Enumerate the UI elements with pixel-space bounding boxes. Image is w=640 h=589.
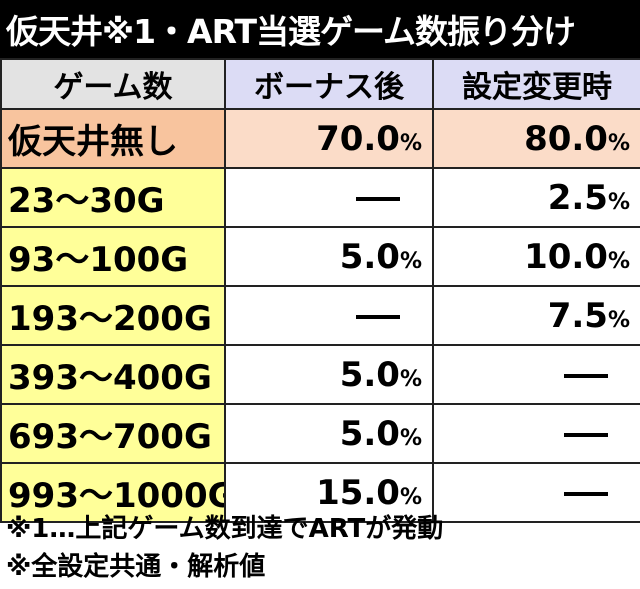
bonus-after-value: 5.0% (224, 403, 434, 464)
table-row: 993～1000G 15.0% (0, 462, 640, 523)
setting-change-value: 10.0% (432, 226, 640, 287)
table-row: 693～700G 5.0% (0, 403, 640, 464)
percent-value: 70.0 (316, 118, 400, 159)
percent-sign: % (607, 248, 630, 274)
setting-change-value: 80.0% (432, 108, 640, 169)
row-label: 23～30G (0, 167, 226, 228)
header-bonus-after: ボーナス後 (224, 58, 434, 110)
table-header-row: ゲーム数 ボーナス後 設定変更時 (0, 58, 640, 110)
percent-sign: % (399, 425, 422, 451)
footnotes: ※1…上記ゲーム数到達でARTが発動 ※全設定共通・解析値 (6, 510, 634, 586)
percent-value: 15.0 (316, 472, 400, 513)
percent-sign: % (399, 484, 422, 510)
percent-value: 5.0 (339, 413, 400, 454)
percent-value: 10.0 (524, 236, 608, 277)
table-row: 23～30G 2.5% (0, 167, 640, 228)
header-game-count: ゲーム数 (0, 58, 226, 110)
page-title: 仮天井※1・ART当選ゲーム数振り分け (0, 0, 640, 58)
percent-sign: % (399, 366, 422, 392)
no-value-dash (356, 197, 400, 201)
row-label: 993～1000G (0, 462, 226, 523)
table-row: 193～200G 7.5% (0, 285, 640, 346)
percent-sign: % (399, 248, 422, 274)
row-label: 393～400G (0, 344, 226, 405)
percent-value: 5.0 (339, 236, 400, 277)
row-label: 193～200G (0, 285, 226, 346)
header-setting-change: 設定変更時 (432, 58, 640, 110)
setting-change-value: 7.5% (432, 285, 640, 346)
setting-change-value (432, 462, 640, 523)
percent-sign: % (399, 130, 422, 156)
no-value-dash (564, 492, 608, 496)
percent-value: 7.5 (547, 295, 608, 336)
row-label: 93～100G (0, 226, 226, 287)
art-distribution-table: ゲーム数 ボーナス後 設定変更時 仮天井無し 70.0% 80.0% 23～30G 2.… (0, 58, 640, 523)
percent-sign: % (607, 189, 630, 215)
bonus-after-value: 15.0% (224, 462, 434, 523)
bonus-after-value (224, 285, 434, 346)
bonus-after-value: 70.0% (224, 108, 434, 169)
percent-value: 80.0 (524, 118, 608, 159)
no-value-dash (564, 374, 608, 378)
no-value-dash (564, 433, 608, 437)
bonus-after-value: 5.0% (224, 344, 434, 405)
footnote: ※1…上記ゲーム数到達でARTが発動 (6, 514, 444, 544)
setting-change-value: 2.5% (432, 167, 640, 228)
bonus-after-value: 5.0% (224, 226, 434, 287)
table-row: 仮天井無し 70.0% 80.0% (0, 108, 640, 169)
row-label: 仮天井無し (0, 108, 226, 169)
row-label: 693～700G (0, 403, 226, 464)
setting-change-value (432, 344, 640, 405)
footnote: ※全設定共通・解析値 (6, 552, 266, 582)
setting-change-value (432, 403, 640, 464)
percent-value: 5.0 (339, 354, 400, 395)
table-row: 393～400G 5.0% (0, 344, 640, 405)
table-row: 93～100G 5.0% 10.0% (0, 226, 640, 287)
percent-value: 2.5 (547, 177, 608, 218)
bonus-after-value (224, 167, 434, 228)
percent-sign: % (607, 307, 630, 333)
no-value-dash (356, 315, 400, 319)
percent-sign: % (607, 130, 630, 156)
